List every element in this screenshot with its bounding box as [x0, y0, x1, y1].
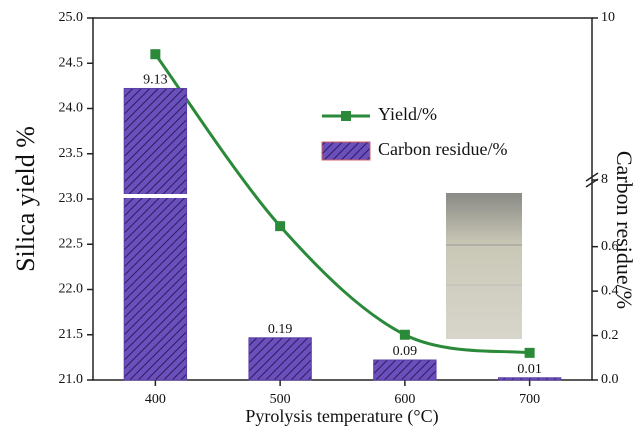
y2-tick-label: 0.4: [601, 283, 619, 298]
y-tick-label: 21.0: [59, 372, 84, 387]
line-marker: [399, 329, 410, 340]
line: [154, 53, 530, 355]
y2-axis-label: Carbon residue/%: [612, 151, 636, 309]
y-tick-label: 24.5: [59, 55, 84, 70]
bar: [497, 377, 562, 381]
y-axis-label: Silica yield %: [11, 126, 40, 272]
y2-tick-label: 0.0: [601, 372, 619, 387]
y-tick-label: 25.0: [59, 10, 84, 25]
legend-marker: [341, 111, 351, 121]
y-tick-label: 21.5: [59, 327, 84, 342]
y-tick-label: 23.0: [59, 191, 84, 206]
axis-break: [585, 178, 599, 188]
y2-tick-label: 0.2: [601, 328, 619, 343]
legend-label: Yield/%: [378, 104, 437, 124]
legend-swatch: [321, 141, 371, 161]
data-label: 9.13: [143, 73, 168, 88]
data-label: 0.09: [393, 344, 418, 359]
line-marker: [524, 347, 535, 358]
x-axis-label: Pyrolysis temperature (°C): [245, 406, 438, 427]
bar: [373, 359, 437, 381]
bar: [248, 337, 312, 381]
legend-label: Carbon residue/%: [378, 139, 507, 159]
y-tick-label: 24.0: [59, 101, 84, 116]
y-tick-label: 22.5: [59, 236, 84, 251]
y2-tick-label: 8: [601, 172, 608, 187]
bar: [123, 87, 188, 381]
x-tick-label: 700: [519, 392, 540, 407]
y2-tick-label: 10: [601, 10, 615, 25]
x-tick-label: 400: [145, 392, 166, 407]
data-label: 0.19: [268, 322, 293, 337]
x-tick-label: 600: [394, 392, 415, 407]
line-marker: [150, 49, 161, 60]
y2-tick-label: 0.6: [601, 239, 619, 254]
data-label: 0.01: [517, 362, 542, 377]
bar-break: [123, 194, 188, 198]
y-tick-label: 22.0: [59, 282, 84, 297]
axis-break: [585, 172, 599, 182]
inset-photo: [446, 193, 522, 339]
x-tick-label: 500: [270, 392, 291, 407]
y-tick-label: 23.5: [59, 146, 84, 161]
line-marker: [275, 221, 286, 232]
